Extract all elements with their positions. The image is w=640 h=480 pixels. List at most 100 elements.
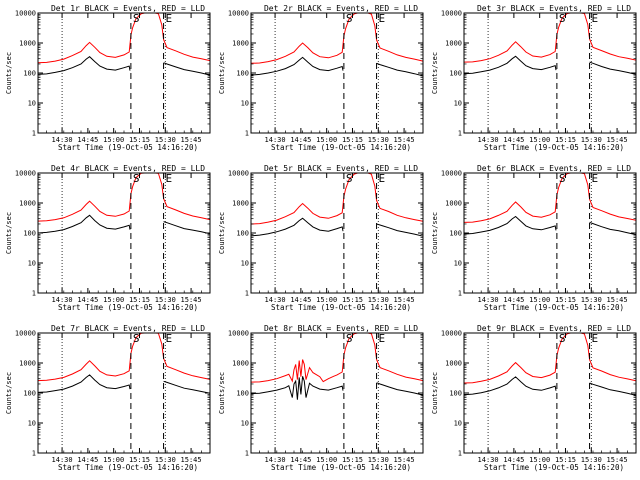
x-tick-label: 14:45 <box>77 136 98 144</box>
y-tick-label: 1000 <box>19 360 36 368</box>
y-tick-label: 100 <box>23 70 36 78</box>
marker-label-e: E <box>379 172 386 185</box>
marker-label-s: S <box>346 172 353 185</box>
series-line-events <box>250 56 424 77</box>
panel-title: Det 9r BLACK = Events, RED = LLD <box>477 324 631 333</box>
y-axis-label: Counts/sec <box>5 52 13 94</box>
panel-title: Det 7r BLACK = Events, RED = LLD <box>51 324 205 333</box>
y-tick-label: 10000 <box>15 170 36 178</box>
y-tick-label: 100 <box>236 230 249 238</box>
series-line-lld <box>37 12 211 64</box>
x-tick-label: 14:45 <box>503 456 524 464</box>
x-tick-label: 15:45 <box>394 456 415 464</box>
series-line-lld <box>250 332 424 383</box>
y-tick-label: 100 <box>236 70 249 78</box>
x-tick-label: 14:30 <box>478 456 499 464</box>
series-line-lld <box>463 172 637 223</box>
panel-title: Det 1r BLACK = Events, RED = LLD <box>51 4 205 13</box>
marker-label-s: S <box>133 172 140 185</box>
x-tick-label: 15:15 <box>129 456 150 464</box>
marker-label-e: E <box>379 332 386 345</box>
y-tick-label: 10000 <box>15 330 36 338</box>
x-axis-label: Start Time (19-Oct-05 14:16:20) <box>58 303 198 312</box>
y-axis-label: Counts/sec <box>5 372 13 414</box>
marker-label-s: S <box>346 12 353 25</box>
y-tick-label: 10 <box>454 420 462 428</box>
x-tick-label: 15:15 <box>342 456 363 464</box>
x-tick-label: 15:00 <box>316 296 337 304</box>
x-axis-label: Start Time (19-Oct-05 14:16:20) <box>271 463 411 472</box>
x-tick-label: 15:45 <box>181 296 202 304</box>
x-axis-label: Start Time (19-Oct-05 14:16:20) <box>484 463 624 472</box>
y-tick-label: 1 <box>245 450 249 458</box>
series-line-events <box>37 214 211 235</box>
x-tick-label: 14:30 <box>478 296 499 304</box>
y-tick-label: 1000 <box>445 200 462 208</box>
x-tick-label: 14:45 <box>290 456 311 464</box>
series-line-lld <box>250 12 424 64</box>
x-tick-label: 15:15 <box>342 296 363 304</box>
panel-title: Det 8r BLACK = Events, RED = LLD <box>264 324 418 333</box>
y-axis-label: Counts/sec <box>218 372 226 414</box>
x-tick-label: 15:30 <box>581 296 602 304</box>
y-tick-label: 10 <box>241 100 249 108</box>
x-tick-label: 14:30 <box>265 136 286 144</box>
x-tick-label: 15:15 <box>555 296 576 304</box>
plot-frame <box>463 172 637 294</box>
series-line-events <box>250 376 424 400</box>
x-tick-label: 15:00 <box>316 456 337 464</box>
y-tick-label: 1 <box>458 290 462 298</box>
x-tick-label: 15:45 <box>607 296 628 304</box>
y-tick-label: 100 <box>449 230 462 238</box>
marker-label-e: E <box>166 332 173 345</box>
x-axis-label: Start Time (19-Oct-05 14:16:20) <box>484 303 624 312</box>
y-tick-label: 1 <box>32 130 36 138</box>
panel-title: Det 5r BLACK = Events, RED = LLD <box>264 164 418 173</box>
y-tick-label: 1 <box>245 290 249 298</box>
marker-label-e: E <box>592 172 599 185</box>
x-tick-label: 15:15 <box>129 296 150 304</box>
y-tick-label: 100 <box>23 390 36 398</box>
y-tick-label: 10 <box>28 100 36 108</box>
y-axis-label: Counts/sec <box>218 212 226 254</box>
plot-frame <box>463 12 637 134</box>
y-tick-label: 1 <box>245 130 249 138</box>
x-tick-label: 14:45 <box>290 296 311 304</box>
plot-frame <box>37 332 211 454</box>
x-tick-label: 15:45 <box>394 296 415 304</box>
marker-label-s: S <box>559 332 566 345</box>
series-line-lld <box>37 332 211 382</box>
x-tick-label: 14:30 <box>478 136 499 144</box>
x-axis-label: Start Time (19-Oct-05 14:16:20) <box>484 143 624 152</box>
marker-label-s: S <box>559 12 566 25</box>
plot-frame <box>37 172 211 294</box>
series-line-events <box>37 374 211 394</box>
y-tick-label: 100 <box>449 70 462 78</box>
y-tick-label: 10000 <box>441 330 462 338</box>
x-tick-label: 15:30 <box>581 456 602 464</box>
x-tick-label: 15:45 <box>394 136 415 144</box>
y-tick-label: 10000 <box>228 170 249 178</box>
series-line-lld <box>463 12 637 63</box>
y-tick-label: 1 <box>32 290 36 298</box>
x-tick-label: 15:30 <box>368 296 389 304</box>
x-tick-label: 15:30 <box>155 136 176 144</box>
y-tick-label: 1000 <box>232 200 249 208</box>
marker-label-s: S <box>559 172 566 185</box>
y-tick-label: 1000 <box>19 200 36 208</box>
x-tick-label: 15:00 <box>316 136 337 144</box>
y-tick-label: 1 <box>32 450 36 458</box>
x-tick-label: 14:45 <box>77 296 98 304</box>
x-tick-label: 14:45 <box>503 296 524 304</box>
x-tick-label: 15:30 <box>368 136 389 144</box>
y-axis-label: Counts/sec <box>218 52 226 94</box>
x-tick-label: 15:45 <box>607 136 628 144</box>
y-axis-label: Counts/sec <box>431 52 439 94</box>
x-tick-label: 15:45 <box>181 456 202 464</box>
y-tick-label: 100 <box>23 230 36 238</box>
